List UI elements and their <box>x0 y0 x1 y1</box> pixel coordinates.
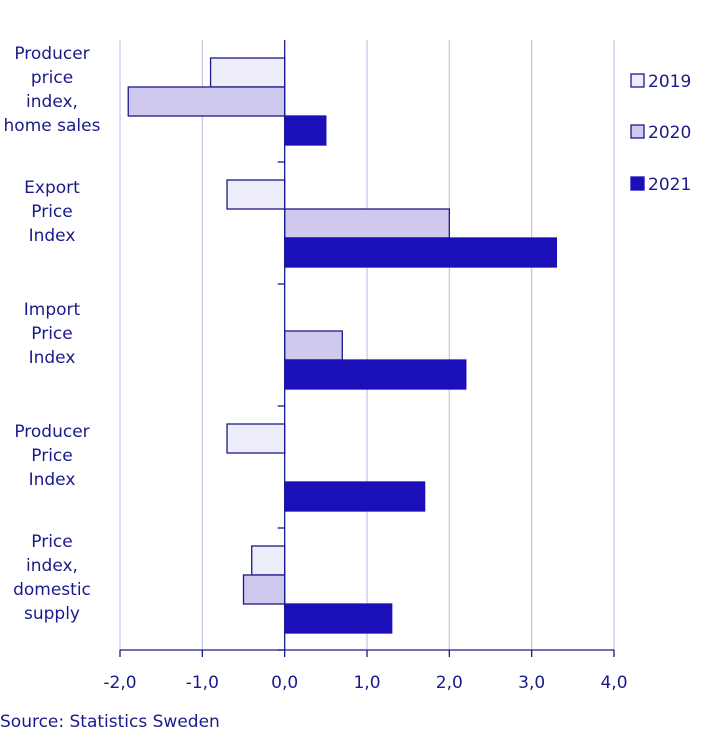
axes <box>119 40 615 657</box>
category-labels: Producer price index, home sales Export Price… <box>4 44 101 624</box>
bar-2019 <box>209 57 286 88</box>
category-label: Import Price Index <box>24 300 81 368</box>
bars <box>127 57 558 634</box>
bar-2020 <box>284 208 450 239</box>
category-label: Producer Price Index <box>14 422 89 490</box>
x-tick-label: 2,0 <box>436 673 463 693</box>
bar-2020 <box>242 574 286 605</box>
x-tick-label: 0,0 <box>271 673 298 693</box>
category-label: Producer price index, home sales <box>4 44 101 136</box>
legend-swatch-2019 <box>630 73 645 88</box>
bar-2019 <box>251 545 286 576</box>
category-label: Export Price Index <box>24 178 80 246</box>
bar-2021 <box>284 481 426 512</box>
x-tick-labels: -2,0 -1,0 0,0 1,0 2,0 3,0 4,0 <box>103 673 627 693</box>
x-tick-label: -2,0 <box>103 673 136 693</box>
x-tick-label: 4,0 <box>600 673 627 693</box>
bar-2019 <box>226 179 286 210</box>
legend-label-2019: 2019 <box>648 72 691 92</box>
legend-label-2020: 2020 <box>648 123 691 143</box>
legend-swatch-2020 <box>630 124 645 139</box>
legend-label-2021: 2021 <box>648 175 691 195</box>
category-label: Price index, domestic supply <box>13 532 91 624</box>
bar-2020 <box>127 86 286 117</box>
gridlines <box>119 40 615 650</box>
legend: 2019 2020 2021 <box>630 72 691 195</box>
source-note: Source: Statistics Sweden <box>0 712 220 732</box>
x-tick-label: 1,0 <box>353 673 380 693</box>
x-tick-label: 3,0 <box>518 673 545 693</box>
bar-2019 <box>226 423 286 454</box>
x-tick-label: -1,0 <box>186 673 219 693</box>
bar-2021 <box>284 237 558 268</box>
bar-2020 <box>284 330 343 361</box>
bar-2021 <box>284 359 467 390</box>
bar-2021 <box>284 115 327 146</box>
bar-2021 <box>284 603 393 634</box>
legend-swatch-2021 <box>630 176 645 191</box>
